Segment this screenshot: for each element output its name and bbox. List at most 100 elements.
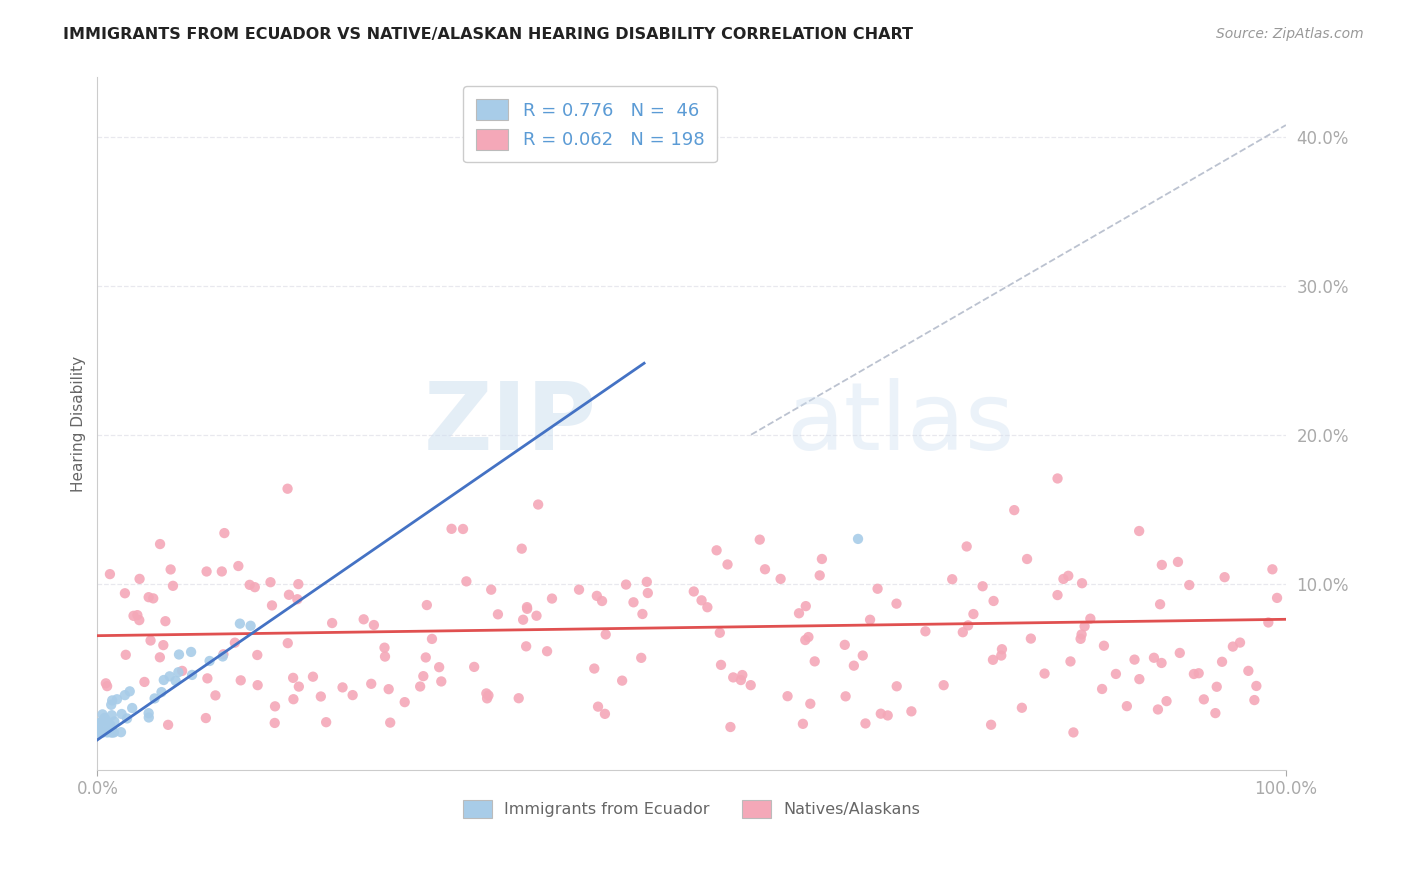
Point <box>593 706 616 721</box>
Point <box>1091 681 1114 696</box>
Point <box>114 688 136 702</box>
Point <box>259 575 281 590</box>
Point <box>87 716 110 731</box>
Point <box>776 689 799 703</box>
Point <box>834 638 856 652</box>
Point <box>1015 552 1038 566</box>
Point <box>1143 650 1166 665</box>
Point <box>302 670 325 684</box>
Point <box>1070 627 1092 641</box>
Point <box>149 537 172 551</box>
Point <box>332 681 354 695</box>
Point <box>239 578 262 592</box>
Point <box>1011 700 1033 714</box>
Point <box>1059 655 1081 669</box>
Point <box>1062 725 1084 739</box>
Point <box>143 691 166 706</box>
Point <box>212 647 235 661</box>
Point <box>96 725 118 739</box>
Point <box>103 725 125 739</box>
Point <box>914 624 936 639</box>
Point <box>315 715 337 730</box>
Point <box>803 654 825 668</box>
Point <box>1167 555 1189 569</box>
Point <box>1052 572 1074 586</box>
Point <box>1182 667 1205 681</box>
Legend: Immigrants from Ecuador, Natives/Alaskans: Immigrants from Ecuador, Natives/Alaskan… <box>457 794 927 824</box>
Point <box>1243 693 1265 707</box>
Point <box>162 579 184 593</box>
Point <box>114 586 136 600</box>
Point <box>516 600 538 615</box>
Point <box>1237 664 1260 678</box>
Point <box>516 602 538 616</box>
Point <box>214 526 236 541</box>
Point <box>886 597 908 611</box>
Point <box>1046 471 1069 485</box>
Point <box>239 619 262 633</box>
Point <box>285 592 308 607</box>
Point <box>787 607 810 621</box>
Point <box>1261 562 1284 576</box>
Point <box>636 574 658 589</box>
Point <box>228 559 250 574</box>
Point <box>869 706 891 721</box>
Point <box>427 660 450 674</box>
Point <box>363 618 385 632</box>
Point <box>1046 588 1069 602</box>
Point <box>194 711 217 725</box>
Point <box>797 630 820 644</box>
Point <box>87 723 110 737</box>
Point <box>138 590 160 604</box>
Point <box>1150 656 1173 670</box>
Point <box>941 572 963 586</box>
Point <box>281 671 304 685</box>
Point <box>1105 667 1128 681</box>
Point <box>155 614 177 628</box>
Point <box>93 711 115 725</box>
Point <box>110 725 132 739</box>
Point <box>91 725 114 739</box>
Point <box>134 675 156 690</box>
Point <box>374 649 396 664</box>
Point <box>623 595 645 609</box>
Point <box>128 572 150 586</box>
Point <box>952 625 974 640</box>
Point <box>583 661 606 675</box>
Point <box>111 706 134 721</box>
Point <box>180 645 202 659</box>
Point <box>1178 578 1201 592</box>
Point <box>420 632 443 646</box>
Text: ZIP: ZIP <box>423 377 596 469</box>
Point <box>794 633 817 648</box>
Point <box>100 698 122 712</box>
Y-axis label: Hearing Disability: Hearing Disability <box>72 356 86 491</box>
Point <box>1150 558 1173 572</box>
Point <box>586 699 609 714</box>
Point <box>1156 694 1178 708</box>
Point <box>852 648 875 663</box>
Point <box>246 678 269 692</box>
Point <box>91 714 114 728</box>
Point <box>87 725 110 739</box>
Point <box>103 725 125 739</box>
Point <box>1222 640 1244 654</box>
Point <box>842 658 865 673</box>
Point <box>696 600 718 615</box>
Point <box>1071 576 1094 591</box>
Point <box>138 710 160 724</box>
Point <box>1211 655 1233 669</box>
Point <box>142 591 165 606</box>
Point <box>288 680 311 694</box>
Point <box>463 660 485 674</box>
Point <box>197 672 219 686</box>
Point <box>139 633 162 648</box>
Point <box>536 644 558 658</box>
Point <box>198 654 221 668</box>
Point <box>721 670 744 684</box>
Point <box>1019 632 1042 646</box>
Point <box>159 562 181 576</box>
Point <box>631 607 654 621</box>
Point <box>101 708 124 723</box>
Point <box>377 682 399 697</box>
